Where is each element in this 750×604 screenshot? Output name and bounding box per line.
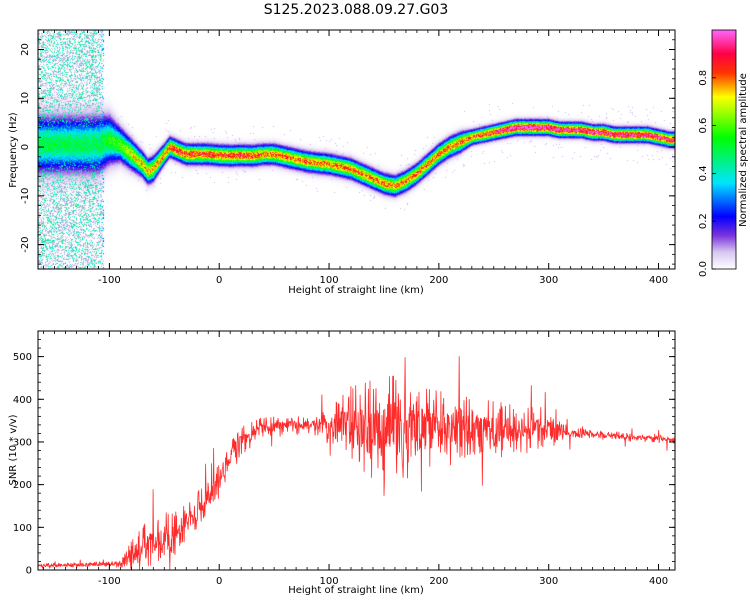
spectrogram-y-tick-label: -20 <box>20 236 31 252</box>
spectrogram-y-ticks: -20 -10 0 10 20 <box>20 29 675 265</box>
snr-y-tick-label: 400 <box>13 395 32 406</box>
spectrogram-y-axis-label: Frequency (Hz) <box>8 112 19 188</box>
spectrogram-x-tick-label: -100 <box>98 275 121 286</box>
snr-x-tick-label: 200 <box>429 576 448 587</box>
colorbar-tick-label: 0.8 <box>698 70 709 86</box>
snr-x-tick-label: 100 <box>319 576 338 587</box>
spectrogram-y-tick-label: 20 <box>20 43 31 56</box>
spectrogram-frame <box>37 29 676 270</box>
spectrogram-y-tick-label: 0 <box>20 144 31 150</box>
snr-x-tick-label: 300 <box>539 576 558 587</box>
snr-y-axis-label: SNR (10 * v/v) <box>8 414 19 485</box>
snr-y-tick-label: 200 <box>13 480 32 491</box>
colorbar-tick-label: 0.0 <box>698 261 709 277</box>
spectrogram-y-tick-label: 10 <box>20 92 31 105</box>
colorbar-tick-label: 0.6 <box>698 118 709 134</box>
snr-x-tick-label: 400 <box>649 576 668 587</box>
snr-y-tick-label: 0 <box>26 566 32 577</box>
snr-y-ticks: 0 100 200 300 400 500 <box>13 330 675 577</box>
colorbar: 0.0 0.2 0.4 0.6 0.8 Normalized spectral ampl… <box>698 29 749 277</box>
snr-y-tick-label: 500 <box>13 352 32 363</box>
snr-x-ticks: -100 0 100 200 300 400 <box>43 331 670 587</box>
colorbar-ticks: 0.0 0.2 0.4 0.6 0.8 <box>698 70 716 277</box>
figure-title: S125.2023.088.09.27.G03 <box>264 2 449 18</box>
snr-series-line <box>38 356 675 570</box>
spectrogram-y-tick-label: -10 <box>20 188 31 204</box>
colorbar-tick-label: 0.4 <box>698 165 709 181</box>
spectrogram-x-tick-label: 100 <box>319 275 338 286</box>
spectrogram-x-tick-label: 200 <box>429 275 448 286</box>
snr-y-tick-label: 100 <box>13 523 32 534</box>
spectrogram-heatmap <box>38 30 675 269</box>
snr-x-axis-label: Height of straight line (km) <box>288 585 424 596</box>
snr-y-tick-label: 300 <box>13 437 32 448</box>
colorbar-tick-label: 0.2 <box>698 213 709 229</box>
colorbar-label: Normalized spectral amplitude <box>738 73 749 227</box>
colorbar-gradient <box>711 29 737 270</box>
spectrogram-x-tick-label: 0 <box>216 275 222 286</box>
spectrogram-x-ticks: -100 0 100 200 300 400 <box>43 30 670 286</box>
spectrogram-x-tick-label: 400 <box>649 275 668 286</box>
snr-x-tick-label: 0 <box>216 576 222 587</box>
spectrogram-x-axis-label: Height of straight line (km) <box>288 285 424 296</box>
snr-frame <box>37 330 676 571</box>
spectrogram-x-tick-label: 300 <box>539 275 558 286</box>
snr-panel: -100 0 100 200 300 400 0 100 200 300 400 500 Heigh… <box>8 330 676 596</box>
snr-x-tick-label: -100 <box>98 576 121 587</box>
